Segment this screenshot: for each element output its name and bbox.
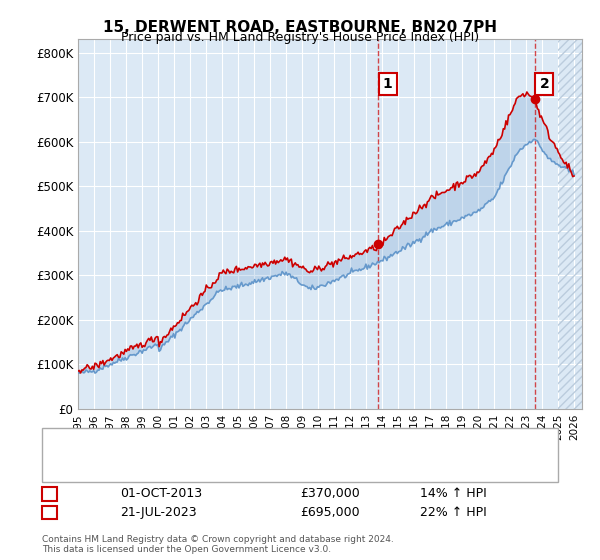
- Text: 15, DERWENT ROAD, EASTBOURNE, BN20 7PH: 15, DERWENT ROAD, EASTBOURNE, BN20 7PH: [103, 20, 497, 35]
- Text: Contains HM Land Registry data © Crown copyright and database right 2024.
This d: Contains HM Land Registry data © Crown c…: [42, 535, 394, 554]
- Text: HPI: Average price, detached house, Eastbourne: HPI: Average price, detached house, East…: [87, 443, 356, 452]
- Text: £370,000: £370,000: [300, 487, 360, 501]
- Text: Price paid vs. HM Land Registry's House Price Index (HPI): Price paid vs. HM Land Registry's House …: [121, 31, 479, 44]
- Text: 14% ↑ HPI: 14% ↑ HPI: [420, 487, 487, 501]
- Text: £695,000: £695,000: [300, 506, 359, 519]
- Text: 01-OCT-2013: 01-OCT-2013: [120, 487, 202, 501]
- Text: 15, DERWENT ROAD, EASTBOURNE, BN20 7PH (detached house): 15, DERWENT ROAD, EASTBOURNE, BN20 7PH (…: [87, 429, 448, 438]
- Text: 2: 2: [539, 77, 549, 91]
- Text: 1: 1: [383, 77, 392, 91]
- Text: 21-JUL-2023: 21-JUL-2023: [120, 506, 197, 519]
- Text: 2: 2: [45, 506, 54, 519]
- Text: 1: 1: [45, 487, 54, 501]
- Text: 22% ↑ HPI: 22% ↑ HPI: [420, 506, 487, 519]
